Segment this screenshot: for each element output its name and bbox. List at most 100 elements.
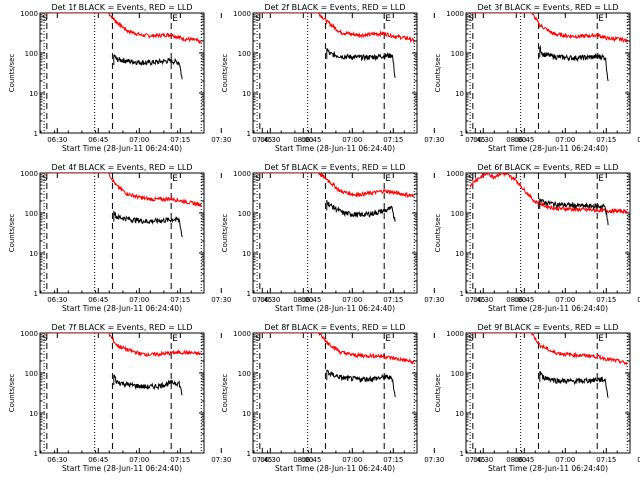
start-marker-label: S [468, 14, 474, 24]
y-axis-label: Counts/sec [221, 54, 229, 93]
start-marker-label: S [42, 334, 48, 344]
end-marker-label: E [172, 14, 178, 24]
y-tick-label: 1 [460, 130, 464, 138]
y-tick-label: 1000 [233, 170, 251, 178]
panel-1: Det 1f BLACK = Events, RED = LLD11010010… [8, 3, 313, 153]
x-tick-label: 07:30 [637, 456, 640, 464]
x-tick-label: 07:30 [637, 136, 640, 144]
y-tick-label: 10 [242, 410, 251, 418]
y-tick-label: 100 [451, 50, 464, 58]
y-tick-label: 1 [247, 290, 251, 298]
y-axis-label: Counts/sec [221, 374, 229, 413]
start-marker-label: S [255, 14, 261, 24]
lld-series-line [44, 333, 202, 358]
x-tick-label: 07:30 [211, 296, 231, 304]
panel-title: Det 6f BLACK = Events, RED = LLD [477, 163, 618, 172]
y-tick-label: 1000 [446, 10, 464, 18]
y-tick-label: 1 [34, 450, 38, 458]
y-axis-label: Counts/sec [434, 374, 442, 413]
y-tick-label: 100 [25, 50, 38, 58]
events-series-line [326, 369, 396, 398]
x-tick-label: 07:00 [555, 136, 575, 144]
y-axis-label: Counts/sec [221, 214, 229, 253]
events-series-line [113, 54, 183, 80]
plot-frame [39, 12, 205, 134]
x-tick-label: 07:15 [170, 296, 190, 304]
x-tick-label: 06:30 [260, 456, 280, 464]
y-tick-label: 1000 [446, 170, 464, 178]
panel-8: Det 8f BLACK = Events, RED = LLD11010010… [221, 323, 526, 473]
start-marker-label: S [255, 174, 261, 184]
panel-title: Det 9f BLACK = Events, RED = LLD [477, 323, 618, 332]
y-tick-label: 10 [29, 410, 38, 418]
y-axis-label: Counts/sec [8, 54, 16, 93]
x-tick-label: 06:30 [47, 136, 67, 144]
plot-frame [252, 332, 418, 454]
y-tick-label: 100 [25, 210, 38, 218]
plot-frame [39, 172, 205, 294]
x-tick-label: 07:15 [170, 136, 190, 144]
x-tick-label: 06:45 [514, 456, 534, 464]
y-tick-label: 100 [238, 210, 251, 218]
y-tick-label: 1000 [233, 330, 251, 338]
x-tick-label: 06:45 [88, 456, 108, 464]
x-axis-label: Start Time (28-Jun-11 06:24:40) [62, 464, 182, 473]
y-tick-label: 100 [238, 50, 251, 58]
x-tick-label: 07:00 [129, 456, 149, 464]
y-tick-label: 1000 [233, 10, 251, 18]
y-tick-label: 10 [29, 250, 38, 258]
y-tick-label: 10 [242, 90, 251, 98]
start-marker-label: S [42, 14, 48, 24]
end-marker-label: E [385, 14, 391, 24]
x-tick-label: 08:00 [506, 456, 526, 464]
panel-9: Det 9f BLACK = Events, RED = LLD 1 10 100 10… [434, 323, 640, 473]
panel-title: Det 3f BLACK = Events, RED = LLD [477, 3, 618, 12]
x-tick-label: 07:30 [424, 296, 444, 304]
y-tick-label: 1 [460, 290, 464, 298]
events-series-line [539, 198, 609, 226]
x-tick-label: 07:45 [252, 296, 272, 304]
y-tick-label: 1 [247, 130, 251, 138]
x-tick-label: 06:30 [473, 296, 493, 304]
y-tick-label: 10 [455, 90, 464, 98]
lld-series-line [44, 13, 202, 44]
start-marker-label: S [468, 334, 474, 344]
x-tick-label: 06:45 [88, 296, 108, 304]
x-axis-label: Start Time (28-Jun-11 06:24:40) [488, 464, 608, 473]
x-tick-label: 06:45 [88, 136, 108, 144]
x-axis-label: Start Time (28-Jun-11 06:24:40) [488, 304, 608, 313]
panel-title: Det 8f BLACK = Events, RED = LLD [264, 323, 405, 332]
x-tick-label: 07:45 [465, 456, 485, 464]
panel-title: Det 4f BLACK = Events, RED = LLD [51, 163, 192, 172]
lld-series-line [257, 13, 415, 44]
end-marker-label: E [385, 334, 391, 344]
end-marker-label: E [172, 334, 178, 344]
lld-series-line [470, 13, 628, 44]
start-marker-label: S [468, 174, 474, 184]
panel-6: Det 6f BLACK = Events, RED = LLD 1 10 100 10… [434, 163, 640, 313]
x-tick-label: 07:15 [170, 456, 190, 464]
lld-series-line [257, 333, 415, 365]
y-tick-label: 10 [29, 90, 38, 98]
start-marker-label: S [255, 334, 261, 344]
panel-4: Det 4f BLACK = Events, RED = LLD 1 10 100 10… [8, 163, 313, 313]
x-tick-label: 07:15 [383, 456, 403, 464]
plot-frame [465, 12, 631, 134]
y-tick-label: 1000 [20, 330, 38, 338]
x-tick-label: 07:15 [383, 296, 403, 304]
x-tick-label: 06:45 [301, 136, 321, 144]
x-axis-label: Start Time (28-Jun-11 06:24:40) [62, 144, 182, 153]
panel-5: Det 5f BLACK = Events, RED = LLD11010010… [221, 163, 526, 313]
events-series-line [113, 211, 183, 238]
y-tick-label: 100 [451, 210, 464, 218]
y-tick-label: 10 [455, 410, 464, 418]
x-tick-label: 08:00 [293, 136, 313, 144]
panel-title: Det 7f BLACK = Events, RED = LLD [51, 323, 192, 332]
x-axis-label: Start Time (28-Jun-11 06:24:40) [62, 304, 182, 313]
x-tick-label: 07:15 [596, 296, 616, 304]
y-tick-label: 100 [451, 370, 464, 378]
x-tick-label: 07:45 [465, 296, 485, 304]
x-tick-label: 07:00 [342, 136, 362, 144]
x-axis-label: Start Time (28-Jun-11 06:24:40) [488, 144, 608, 153]
x-tick-label: 06:45 [514, 136, 534, 144]
